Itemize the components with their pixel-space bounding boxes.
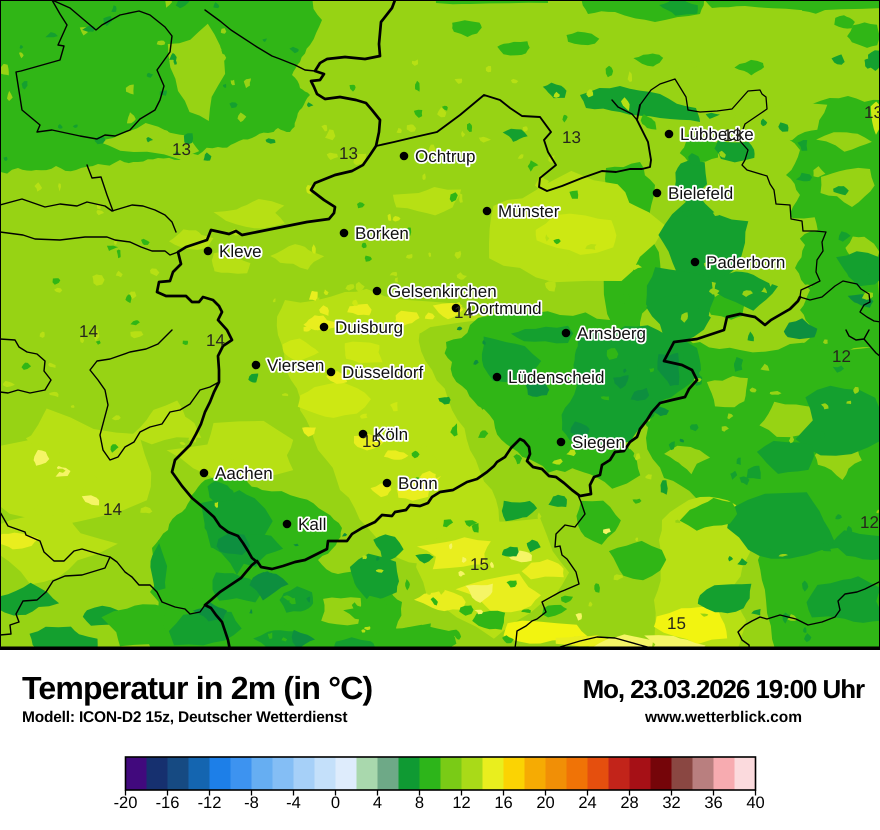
- svg-text:13: 13: [339, 144, 358, 163]
- svg-text:12: 12: [452, 794, 470, 812]
- svg-text:-12: -12: [198, 794, 222, 812]
- svg-text:12: 12: [860, 513, 879, 532]
- svg-text:Düsseldorf: Düsseldorf: [342, 363, 424, 382]
- svg-text:14: 14: [103, 500, 122, 519]
- svg-text:14: 14: [206, 331, 225, 350]
- svg-text:20: 20: [536, 794, 554, 812]
- svg-text:Siegen: Siegen: [572, 433, 625, 452]
- svg-text:Bielefeld: Bielefeld: [668, 184, 733, 203]
- svg-text:-16: -16: [156, 794, 180, 812]
- svg-text:15: 15: [667, 614, 686, 633]
- svg-text:8: 8: [415, 794, 424, 812]
- svg-text:Köln: Köln: [374, 425, 408, 444]
- svg-text:16: 16: [494, 794, 512, 812]
- svg-text:Münster: Münster: [498, 202, 560, 221]
- svg-text:-8: -8: [244, 794, 259, 812]
- svg-text:13: 13: [172, 140, 191, 159]
- svg-text:-20: -20: [114, 794, 138, 812]
- svg-text:14: 14: [454, 303, 473, 322]
- svg-text:Viersen: Viersen: [267, 356, 324, 375]
- svg-text:13: 13: [723, 126, 742, 145]
- svg-text:4: 4: [373, 794, 382, 812]
- svg-text:Aachen: Aachen: [215, 464, 273, 483]
- svg-text:0: 0: [331, 794, 340, 812]
- svg-text:40: 40: [746, 794, 764, 812]
- svg-text:Duisburg: Duisburg: [335, 318, 403, 337]
- svg-text:15: 15: [470, 555, 489, 574]
- svg-text:Ochtrup: Ochtrup: [415, 147, 475, 166]
- svg-text:28: 28: [620, 794, 638, 812]
- svg-text:13: 13: [864, 103, 880, 122]
- svg-text:36: 36: [704, 794, 722, 812]
- svg-text:13: 13: [562, 128, 581, 147]
- svg-text:32: 32: [662, 794, 680, 812]
- svg-text:Paderborn: Paderborn: [706, 253, 785, 272]
- svg-text:Lüdenscheid: Lüdenscheid: [508, 368, 604, 387]
- svg-text:Bonn: Bonn: [398, 474, 438, 493]
- svg-text:14: 14: [79, 322, 98, 341]
- svg-text:Arnsberg: Arnsberg: [577, 324, 646, 343]
- svg-text:12: 12: [832, 347, 851, 366]
- svg-text:Kleve: Kleve: [219, 242, 262, 261]
- svg-text:Dortmund: Dortmund: [467, 299, 542, 318]
- svg-text:15: 15: [362, 432, 381, 451]
- svg-text:Lübbecke: Lübbecke: [680, 125, 754, 144]
- svg-text:Borken: Borken: [355, 224, 409, 243]
- svg-text:24: 24: [578, 794, 596, 812]
- svg-text:Kall: Kall: [298, 515, 326, 534]
- svg-text:-4: -4: [286, 794, 301, 812]
- svg-text:Gelsenkirchen: Gelsenkirchen: [388, 282, 497, 301]
